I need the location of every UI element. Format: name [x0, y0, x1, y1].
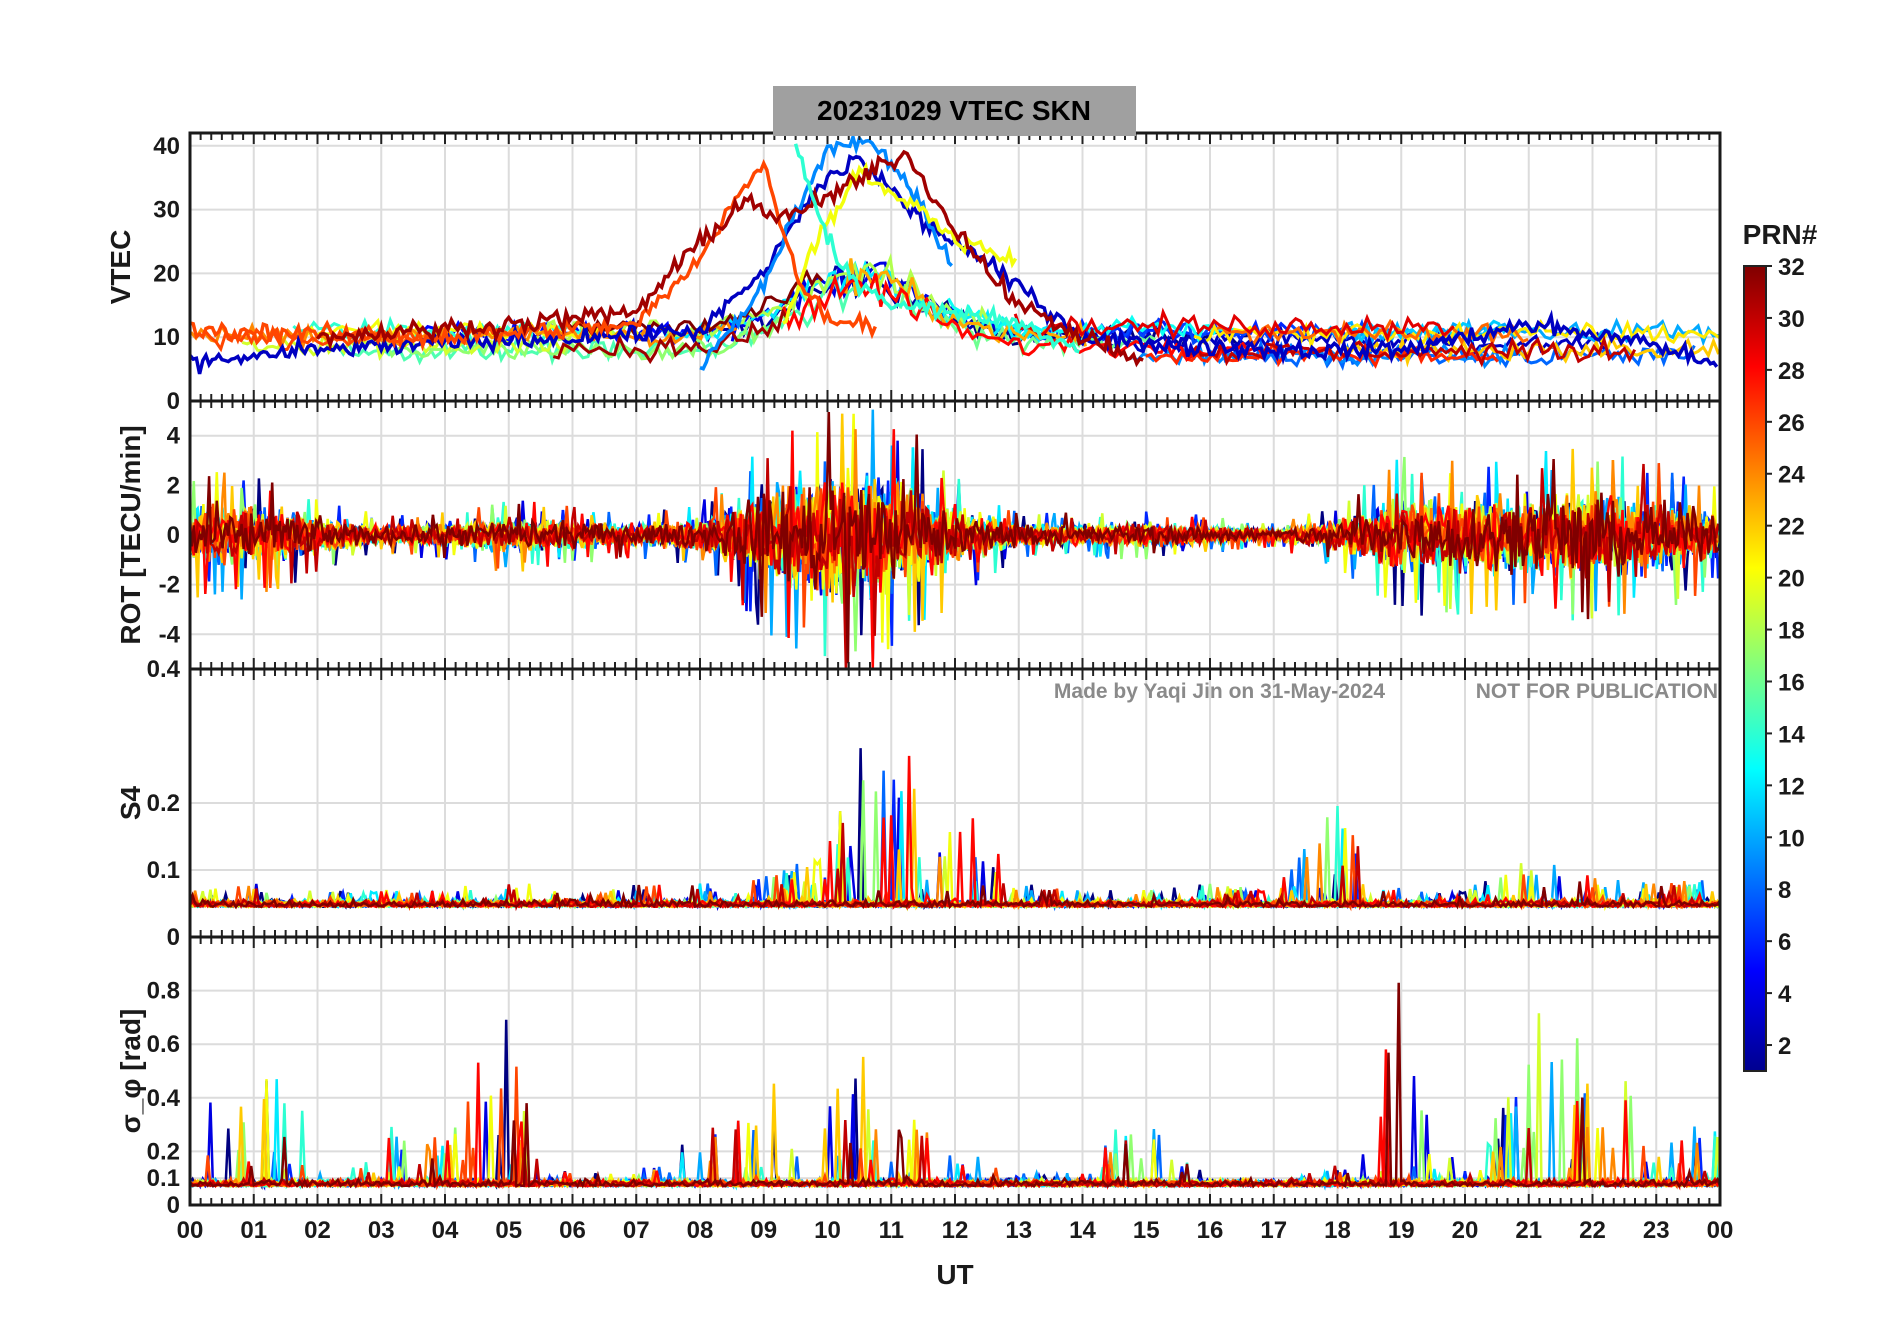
colorbar-tick-label: 22 [1778, 514, 1805, 541]
vtec-trace-prn-29 [1013, 307, 1455, 343]
x-tick-label: 04 [432, 1217, 459, 1244]
x-tick-label: 10 [814, 1217, 841, 1244]
x-tick-label: 16 [1197, 1217, 1224, 1244]
title-box [773, 86, 1136, 136]
x-tick-label: 19 [1388, 1217, 1415, 1244]
x-axis-label: UT [936, 1259, 973, 1290]
vtec-trace-prn-27 [1145, 339, 1499, 369]
panel-vtec-ytick-label: 10 [153, 324, 180, 351]
panel-sigma-phi-ytick-label: 0.2 [147, 1138, 180, 1165]
panel-vtec-ytick-label: 20 [153, 260, 180, 287]
x-tick-label: 21 [1515, 1217, 1542, 1244]
watermark-author: Made by Yaqi Jin on 31-May-2024 [1054, 680, 1385, 703]
x-tick-label: 00 [177, 1217, 204, 1244]
panel-rot-ytick-label: 2 [167, 472, 180, 499]
panel-sigma-phi-frame [188, 935, 1722, 1207]
x-tick-label: 11 [879, 1217, 904, 1244]
vtec-trace-prn-8 [1214, 339, 1696, 371]
panel-sigma-phi-series [190, 982, 1720, 1191]
panel-vtec-ytick-label: 0 [167, 388, 180, 415]
colorbar-tick-label: 2 [1778, 1033, 1791, 1060]
panel-s4-ytick-label: 0.2 [147, 790, 180, 817]
x-tick-label: 13 [1005, 1217, 1032, 1244]
x-tick-label: 22 [1579, 1217, 1606, 1244]
colorbar-tick-label: 8 [1778, 877, 1791, 904]
panel-rot-ytick-label: -2 [159, 572, 180, 599]
vtec-series-prn-20 [782, 161, 1018, 325]
panel-vtec-ytick-label: 40 [153, 133, 180, 160]
vtec-trace-prn-25 [1216, 318, 1529, 349]
colorbar-tick-label: 14 [1778, 721, 1805, 748]
colorbar-tick-label: 18 [1778, 618, 1805, 645]
colorbar-tick-label: 10 [1778, 825, 1805, 852]
colorbar-tick-label: 30 [1778, 306, 1805, 333]
figure-title: 20231029 VTEC SKN [817, 95, 1091, 126]
x-tick-label: 08 [687, 1217, 714, 1244]
panel-s4-ylabel: S4 [115, 785, 146, 820]
panel-sigma-phi-ytick-label: 0 [167, 1192, 180, 1219]
panel-sigma-phi-trace-prn-32 [190, 982, 1720, 1189]
x-tick-label: 17 [1260, 1217, 1287, 1244]
vtec-series-prn-14 [793, 143, 1080, 354]
colorbar-tick-label: 12 [1778, 773, 1805, 800]
x-tick-label: 06 [559, 1217, 586, 1244]
x-tick-label: 01 [240, 1217, 267, 1244]
x-tick-label: 20 [1452, 1217, 1479, 1244]
panel-rot-trace-prn-32 [190, 411, 1720, 664]
colorbar-tick-label: 16 [1778, 669, 1805, 696]
panel-sigma-phi-ytick-label: 0.1 [147, 1165, 180, 1192]
colorbar-tick-label: 6 [1778, 929, 1791, 956]
x-tick-label: 09 [750, 1217, 777, 1244]
colorbar-tick-label: 24 [1778, 462, 1805, 489]
panel-s4-ytick-label: 0.4 [147, 656, 181, 683]
x-tick-label: 18 [1324, 1217, 1351, 1244]
panel-vtec-series [190, 133, 1720, 375]
panel-rot-ytick-label: 0 [167, 522, 180, 549]
vtec-trace-prn-28 [782, 273, 1270, 363]
vtec-series-prn-9 [699, 133, 953, 371]
colorbar-tick-label: 26 [1778, 410, 1805, 437]
colorbar-tick-label: 20 [1778, 566, 1805, 593]
x-tick-label: 15 [1133, 1217, 1160, 1244]
panel-sigma-phi-ylabel: σ_φ [rad] [115, 1009, 146, 1134]
colorbar-tick-label: 32 [1778, 254, 1805, 281]
colorbar-tick-label: 4 [1778, 981, 1792, 1008]
panel-s4-trace-prn-32 [190, 881, 1720, 911]
panel-s4-ytick-label: 0 [167, 924, 180, 951]
panel-sigma-phi-ytick-label: 0.4 [147, 1085, 181, 1112]
x-tick-label: 03 [368, 1217, 395, 1244]
panel-rot-ylabel: ROT [TECU/min] [115, 425, 146, 644]
panel-vtec-ytick-label: 30 [153, 197, 180, 224]
x-tick-label: 02 [304, 1217, 331, 1244]
panel-s4-series [190, 748, 1720, 912]
colorbar-tick-label: 28 [1778, 358, 1805, 385]
colorbar-title: PRN# [1743, 219, 1818, 250]
watermark-notice: NOT FOR PUBLICATION [1476, 680, 1718, 703]
colorbar [1743, 265, 1767, 1072]
x-tick-label: 00 [1707, 1217, 1734, 1244]
x-tick-label: 23 [1643, 1217, 1670, 1244]
panel-s4-ytick-label: 0.1 [147, 857, 180, 884]
panel-rot-ytick-label: -4 [159, 621, 181, 648]
vtec-series-prn-31 [316, 149, 1144, 368]
x-tick-label: 14 [1069, 1217, 1096, 1244]
panel-rot-ytick-label: 4 [167, 423, 181, 450]
x-tick-label: 07 [623, 1217, 650, 1244]
vtec-trace-prn-30 [1185, 335, 1637, 368]
panel-sigma-phi-ytick-label: 0.8 [147, 978, 180, 1005]
x-tick-label: 05 [495, 1217, 522, 1244]
panel-rot-series [190, 409, 1720, 669]
vtec-trace-prn-31 [552, 308, 790, 365]
panel-vtec-ylabel: VTEC [105, 230, 136, 305]
x-tick-label: 12 [942, 1217, 969, 1244]
panel-sigma-phi-ytick-label: 0.6 [147, 1031, 180, 1058]
